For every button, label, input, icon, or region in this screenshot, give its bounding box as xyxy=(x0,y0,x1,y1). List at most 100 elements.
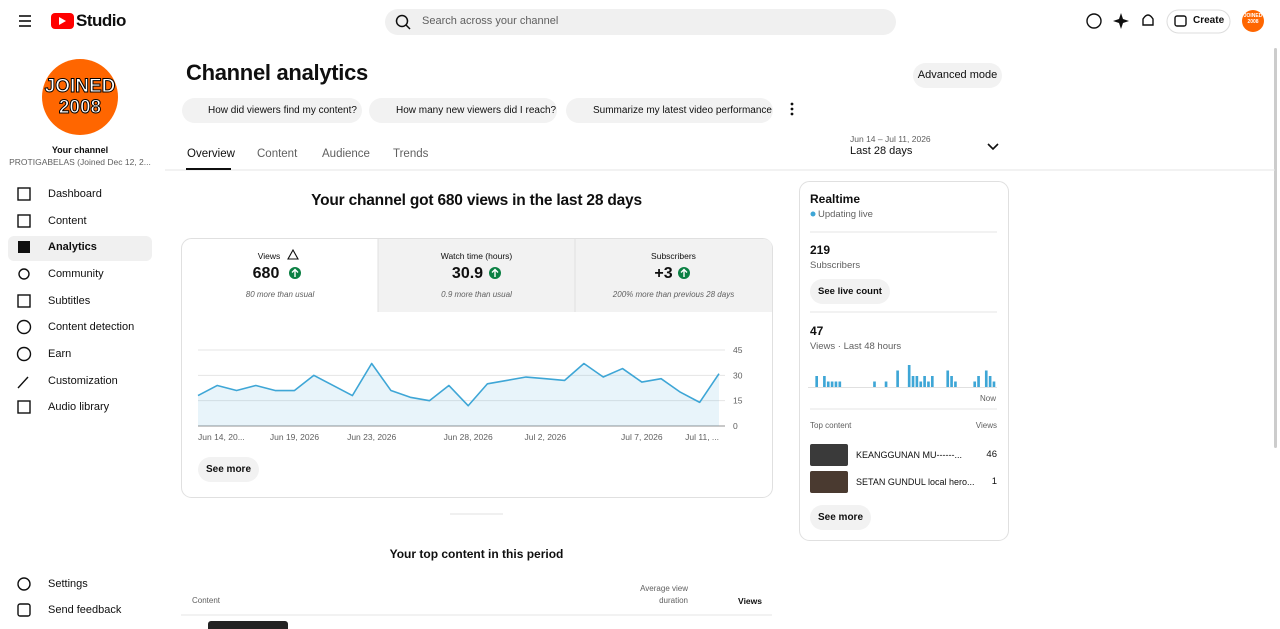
bell-icon[interactable] xyxy=(1142,14,1154,26)
column-header[interactable]: Average view duration xyxy=(640,584,688,605)
prompt-chip[interactable]: Summarize my latest video performance xyxy=(566,98,773,123)
warning-icon xyxy=(287,248,299,260)
video-views: 46 xyxy=(986,449,997,460)
see-more-button[interactable]: See more xyxy=(198,457,259,482)
x-tick-label: Jul 7, 2026 xyxy=(621,432,663,442)
nav-item[interactable]: Customization xyxy=(48,375,118,387)
bar xyxy=(946,370,950,387)
x-tick-label: Now xyxy=(980,394,996,403)
search-placeholder[interactable]: Search across your channel xyxy=(422,15,559,27)
channel-label: Your channel xyxy=(51,145,109,155)
video-thumbnail[interactable] xyxy=(810,444,848,466)
nav-item[interactable]: Send feedback xyxy=(48,604,122,616)
video-thumbnail[interactable] xyxy=(208,621,288,629)
brand[interactable]: Studio xyxy=(76,11,126,30)
avatar-line: 2008 xyxy=(58,97,102,119)
date-dropdown-icon[interactable] xyxy=(987,143,999,151)
x-tick-label: Jun 23, 2026 xyxy=(347,432,396,442)
y-tick-label: 30 xyxy=(733,370,743,380)
prompt-chip[interactable]: How many new viewers did I reach? xyxy=(369,98,557,123)
bar xyxy=(954,381,957,387)
bar xyxy=(834,381,838,387)
bar xyxy=(823,376,826,387)
bar xyxy=(838,381,842,387)
nav-item[interactable]: Community xyxy=(48,268,104,280)
realtime-status: Updating live xyxy=(818,209,873,220)
nav-item[interactable]: Audio library xyxy=(48,401,110,413)
metric-note[interactable]: 200% more than previous 28 days xyxy=(612,290,735,299)
analytics-icon xyxy=(18,241,30,253)
metric-value[interactable]: +3 xyxy=(654,265,673,282)
nav-active-bg xyxy=(8,236,152,261)
ai-icon[interactable] xyxy=(1113,13,1129,29)
more-icon[interactable] xyxy=(790,102,794,116)
page-title: Channel analytics xyxy=(186,60,368,85)
channel-name: PROTIGABELAS (Joined Dec 12, 2... xyxy=(9,157,151,167)
video-title[interactable]: KEANGGUNAN MU------... xyxy=(856,450,962,460)
line xyxy=(197,362,720,407)
nav-item[interactable]: Dashboard xyxy=(48,188,102,200)
account-avatar[interactable] xyxy=(1242,10,1264,32)
nav-item[interactable]: Settings xyxy=(48,578,88,590)
x-tick-label: Jun 28, 2026 xyxy=(444,432,493,442)
see-more-button[interactable]: See more xyxy=(810,505,871,530)
advanced-mode-button[interactable]: Advanced mode xyxy=(913,63,1002,88)
help-icon[interactable] xyxy=(1086,13,1102,29)
bar xyxy=(907,365,911,387)
period[interactable]: Last 28 days xyxy=(850,145,913,157)
bar xyxy=(984,370,988,387)
section-title: Your top content in this period xyxy=(389,547,564,561)
bar xyxy=(815,376,819,387)
tab[interactable]: Trends xyxy=(393,148,429,160)
tab[interactable]: Audience xyxy=(322,148,370,160)
metric-label[interactable]: Watch time (hours) xyxy=(440,251,513,261)
bar xyxy=(873,381,876,387)
top-content-label: Top content xyxy=(810,421,852,430)
nav-item[interactable]: Earn xyxy=(48,348,72,360)
channel-avatar[interactable] xyxy=(42,59,118,135)
search-box[interactable] xyxy=(385,9,896,35)
live-dot xyxy=(810,211,816,217)
create-icon xyxy=(1174,15,1187,27)
avatar-line: JOINED xyxy=(1243,13,1263,19)
bar xyxy=(973,381,977,387)
up-badges xyxy=(289,267,690,279)
metric-label: Views xyxy=(257,251,281,261)
bar xyxy=(930,376,934,387)
nav-item[interactable]: Analytics xyxy=(48,241,97,253)
tab[interactable]: Content xyxy=(257,148,298,160)
views-column: Views xyxy=(975,421,997,430)
bar xyxy=(950,376,953,387)
video-title[interactable]: SETAN GUNDUL local hero... xyxy=(856,477,975,487)
realtime-card xyxy=(799,181,1009,541)
nav-item[interactable]: Subtitles xyxy=(48,295,91,307)
column-header: Content xyxy=(192,596,221,605)
headline: Your channel got 680 views in the last 2… xyxy=(311,192,642,209)
create-label[interactable]: Create xyxy=(1193,15,1225,26)
menu-icon[interactable] xyxy=(19,15,31,27)
date-range[interactable]: Jun 14 – Jul 11, 2026 xyxy=(850,134,931,144)
scrollbar xyxy=(1274,48,1277,448)
tab-active[interactable]: Overview xyxy=(187,148,235,160)
nav-item[interactable]: Content xyxy=(48,215,87,227)
metric-note: 80 more than usual xyxy=(245,290,315,299)
bar xyxy=(992,381,996,387)
y-tick-label: 45 xyxy=(733,345,743,355)
bar xyxy=(977,376,980,387)
column-header[interactable]: Views xyxy=(738,596,762,606)
avatar-line: JOINED xyxy=(44,76,116,98)
metric-note[interactable]: 0.9 more than usual xyxy=(441,290,512,299)
metric-label[interactable]: Subscribers xyxy=(651,251,696,261)
views-count: 47 xyxy=(810,324,824,338)
subscriber-label: Subscribers xyxy=(810,260,861,271)
metric-value: 680 xyxy=(252,265,280,282)
metric-value[interactable]: 30.9 xyxy=(451,265,484,282)
video-thumbnail[interactable] xyxy=(810,471,848,493)
see-live-count-button[interactable]: See live count xyxy=(810,279,890,304)
channel-avatar-text: JOINED 2008 xyxy=(42,76,118,119)
prompt-chip[interactable]: How did viewers find my content? xyxy=(182,98,362,123)
subscriber-count: 219 xyxy=(810,243,831,257)
nav-item[interactable]: Content detection xyxy=(48,321,135,333)
